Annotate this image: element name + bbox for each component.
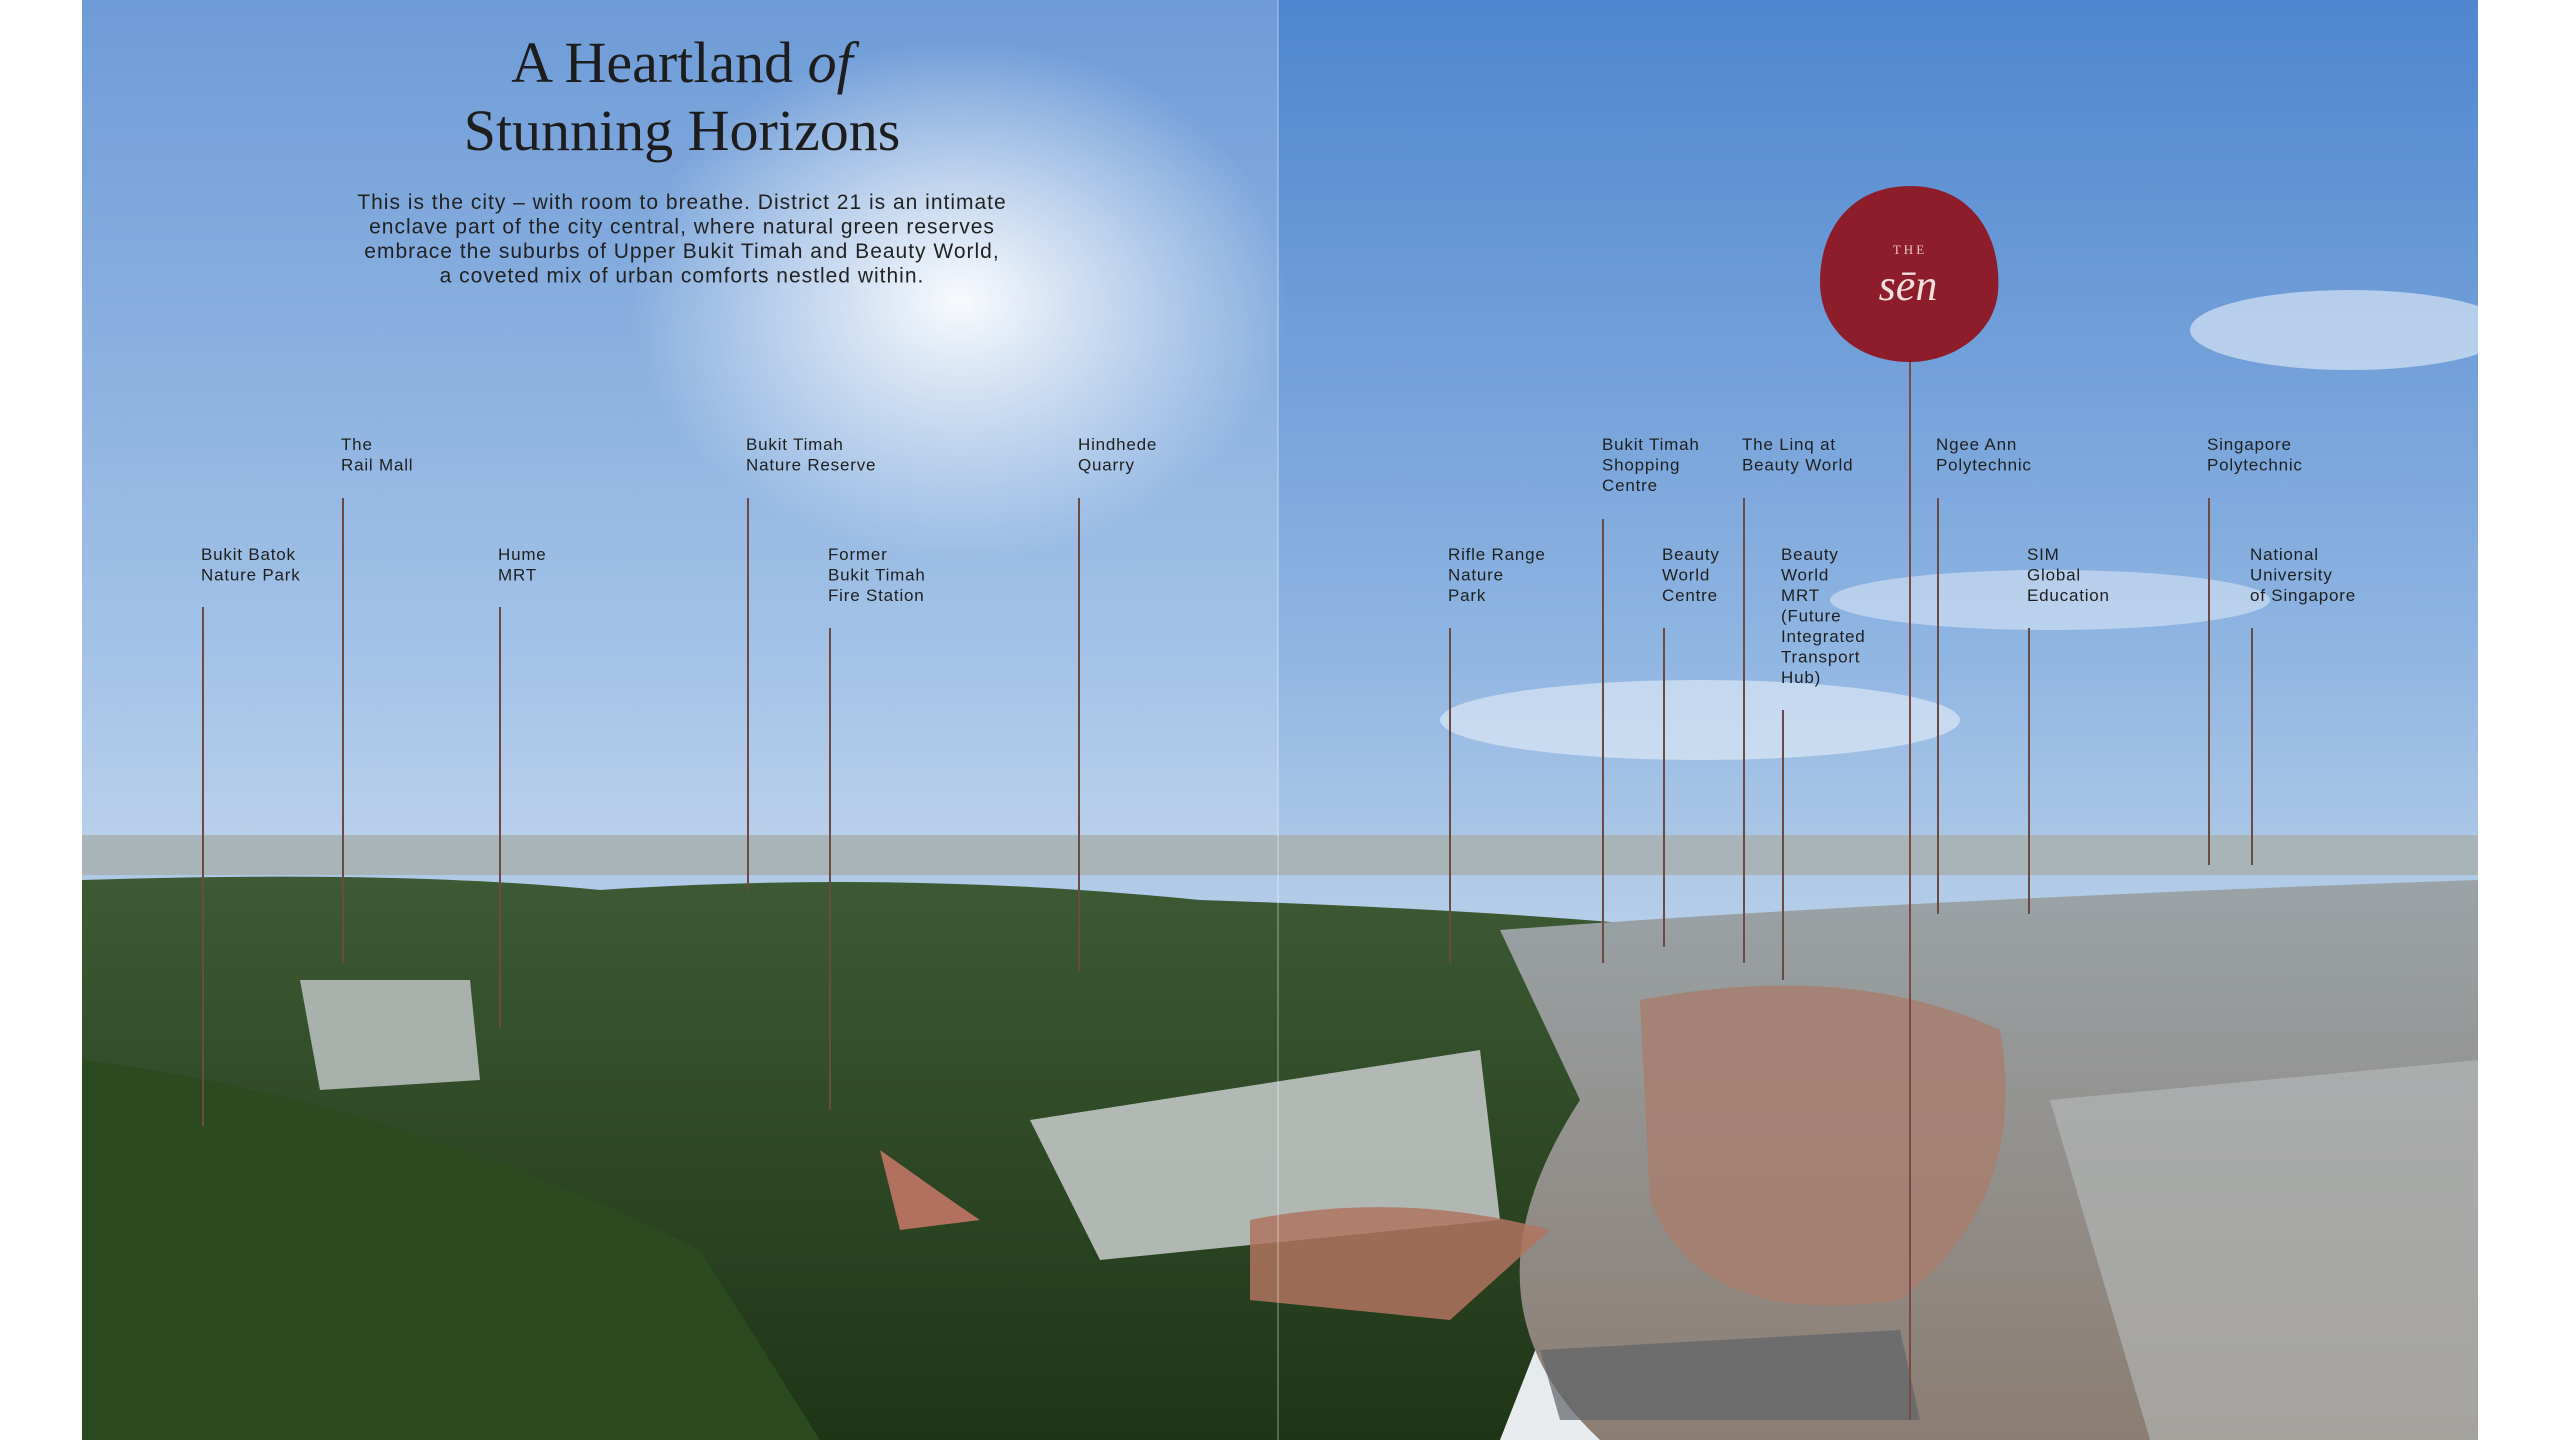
landmark-label: SIM [2027,545,2060,564]
landmark-label: Hindhede [1078,435,1157,454]
landmark-label: Nature Reserve [746,456,876,475]
intro-line: a coveted mix of urban comforts nestled … [440,265,925,288]
landmark: Hume MRT [498,545,547,1028]
landmark-label: Polytechnic [1936,456,2032,475]
landmark-labels: Bukit Batok Nature Park The Rail Mall Hume MR… [201,435,2356,1126]
landmark-label: Nature Park [201,566,301,585]
landmark-label: The Linq at [1742,435,1836,454]
landmark-label: University [2250,566,2333,585]
landmark-label: MRT [498,566,537,585]
landmark-label: World [1781,566,1829,585]
pin-small: THE [1893,242,1927,257]
landmark: Singapore Polytechnic [2207,435,2303,865]
title-line-1: A Heartland of [511,30,859,95]
the-sen-pin: THE sēn [1820,186,1999,1420]
landmark: Bukit Timah Nature Reserve [746,435,876,890]
landmark: The Rail Mall [341,435,413,963]
landmark-label: Hume [498,545,547,564]
landmark-label: Singapore [2207,435,2292,454]
landmark-label: Polytechnic [2207,456,2303,475]
landmark-label: National [2250,545,2319,564]
landmark-label: Integrated [1781,627,1866,646]
landmark-label: Nature [1448,566,1504,585]
landmark-label: Education [2027,586,2110,605]
landmark-label: Centre [1602,476,1658,495]
landmark-label: Beauty World [1742,456,1853,475]
landmark-label: Centre [1662,586,1718,605]
landmark-label: Beauty [1781,545,1839,564]
landmark-label: World [1662,566,1710,585]
landmark: Ngee Ann Polytechnic [1936,435,2032,914]
landmark-label: Bukit Batok [201,545,296,564]
title-line-2: Stunning Horizons [464,98,901,163]
pin-name: sēn [1879,261,1938,310]
intro-line: This is the city – with room to breathe.… [357,191,1006,214]
landmark-label: Bukit Timah [1602,435,1700,454]
landmark-label: Bukit Timah [746,435,844,454]
landmark-label: Ngee Ann [1936,435,2017,454]
landmark-label: Beauty [1662,545,1720,564]
landmark-label: Rifle Range [1448,545,1546,564]
landmark-label: (Future [1781,607,1841,626]
landmark-label: Rail Mall [341,456,413,475]
intro-line: embrace the suburbs of Upper Bukit Timah… [364,240,999,263]
header: A Heartland of Stunning Horizons This is… [357,30,1006,288]
photo [82,0,2510,1440]
landmark: The Linq at Beauty World [1742,435,1853,963]
landmark-label: Transport [1781,648,1860,667]
landmark-label: of Singapore [2250,586,2356,605]
landmark-label: Shopping [1602,456,1680,475]
landmark-label: Quarry [1078,456,1135,475]
landmark-label: Park [1448,586,1486,605]
landmark-label: Hub) [1781,668,1821,687]
landmark-label: The [341,435,373,454]
landmark-label: Former [828,545,888,564]
landmark-label: Bukit Timah [828,566,926,585]
landmark-label: Fire Station [828,586,925,605]
intro-line: enclave part of the city central, where … [369,216,995,239]
landmark: Bukit Batok Nature Park [201,545,301,1126]
landmark-label: MRT [1781,586,1820,605]
landmark: Hindhede Quarry [1078,435,1157,971]
landmark-label: Global [2027,566,2081,585]
